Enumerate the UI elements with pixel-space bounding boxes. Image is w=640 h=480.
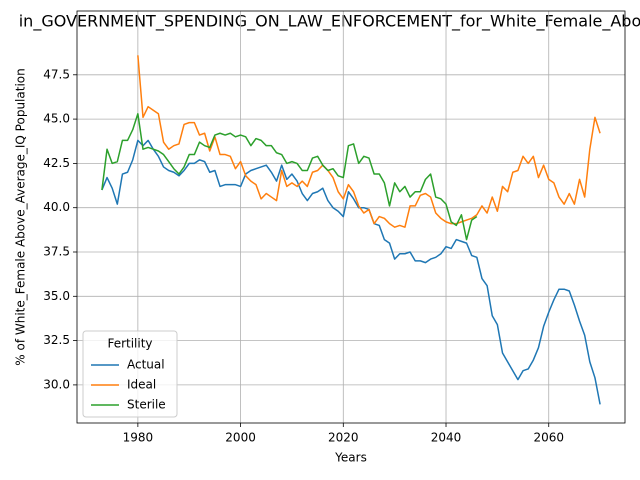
legend-label: Ideal xyxy=(127,378,156,392)
series-line xyxy=(137,55,601,228)
x-axis-label: Years xyxy=(334,451,367,465)
chart-title: in_GOVERNMENT_SPENDING_ON_LAW_ENFORCEMEN… xyxy=(19,12,640,32)
x-tick-label: 2060 xyxy=(533,431,564,445)
y-tick-label: 45.0 xyxy=(43,112,70,126)
x-tick-label: 2020 xyxy=(328,431,359,445)
legend-label: Actual xyxy=(127,358,165,372)
x-tick-label: 1980 xyxy=(123,431,154,445)
plot-frame xyxy=(76,10,626,424)
series-line xyxy=(101,139,601,405)
series-line xyxy=(101,113,478,241)
y-tick-label: 35.0 xyxy=(43,289,70,303)
y-axis-label: % of White_Female Above_Average_IQ Popul… xyxy=(14,68,28,365)
y-tick-label: 40.0 xyxy=(43,200,70,214)
y-tick-label: 42.5 xyxy=(43,156,70,170)
x-tick-label: 2040 xyxy=(431,431,462,445)
y-tick-label: 47.5 xyxy=(43,67,70,81)
y-tick-label: 37.5 xyxy=(43,244,70,258)
legend-label: Sterile xyxy=(127,398,166,412)
y-tick-label: 32.5 xyxy=(43,333,70,347)
legend-title: Fertility xyxy=(107,337,152,351)
legend-box xyxy=(82,330,178,418)
y-tick-label: 30.0 xyxy=(43,377,70,391)
x-tick-label: 2000 xyxy=(225,431,256,445)
